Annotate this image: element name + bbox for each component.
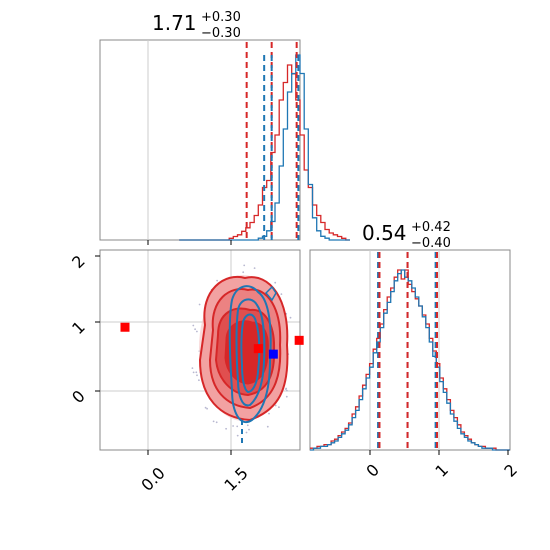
sample-dot bbox=[286, 389, 288, 392]
y-tick-label: 0 bbox=[68, 386, 89, 407]
sample-dot bbox=[274, 281, 277, 284]
panel-hist-param-1 bbox=[99, 39, 350, 245]
sample-dot bbox=[236, 434, 239, 437]
quantile-lines-1 bbox=[245, 42, 300, 240]
sample-dot bbox=[245, 431, 248, 434]
contour-blue-level-3 bbox=[240, 313, 261, 394]
sample-dot bbox=[278, 406, 280, 409]
sample-dot bbox=[216, 279, 219, 282]
sample-dot bbox=[212, 420, 215, 423]
red-hist-step bbox=[179, 64, 350, 241]
x-tick-label: 1.5 bbox=[220, 463, 251, 494]
title-1-minus: −0.30 bbox=[201, 26, 241, 41]
sample-dot bbox=[196, 330, 198, 333]
panel-hist-param-2: 0 1 2 bbox=[309, 249, 521, 481]
series-red-hist-2 bbox=[310, 269, 510, 451]
x-tick-label: 1 bbox=[431, 460, 452, 481]
title-1-main: 1.71 bbox=[152, 11, 197, 35]
series-blue-hist-1 bbox=[179, 54, 350, 241]
contour-blue-level-1 bbox=[228, 285, 272, 423]
sample-dot bbox=[236, 425, 239, 428]
panel-hist-2-frame bbox=[309, 249, 511, 451]
sample-dot bbox=[196, 374, 198, 377]
sample-dot bbox=[194, 328, 197, 331]
contour-blue-island bbox=[264, 285, 277, 302]
sample-dot bbox=[232, 425, 235, 427]
y-tick-label: 1 bbox=[68, 317, 89, 338]
sample-dot bbox=[268, 412, 270, 415]
sample-dot bbox=[206, 407, 209, 410]
blue-hist-step bbox=[310, 269, 510, 451]
sample-dot bbox=[225, 427, 228, 430]
sample-dot bbox=[215, 421, 218, 424]
y-tick-label: 2 bbox=[68, 251, 89, 272]
sample-dot bbox=[204, 406, 207, 409]
title-2-plus: +0.42 bbox=[411, 220, 451, 235]
red-hist-step bbox=[310, 269, 510, 451]
sample-dot bbox=[266, 425, 269, 428]
series-red-hist-1 bbox=[179, 64, 350, 241]
title-param-1: 1.71 +0.30 −0.30 bbox=[152, 10, 241, 41]
blue-hist-step bbox=[179, 54, 350, 241]
sample-dot bbox=[198, 303, 201, 306]
sample-dot bbox=[198, 379, 200, 382]
truth-markers bbox=[120, 322, 304, 359]
sample-dot bbox=[248, 428, 250, 431]
sample-dot bbox=[243, 264, 246, 267]
sample-dot bbox=[191, 367, 194, 369]
sample-dot bbox=[195, 371, 198, 374]
sample-dot bbox=[289, 316, 292, 319]
red-marker bbox=[294, 335, 304, 345]
sample-dot bbox=[274, 404, 277, 407]
title-2-minus: −0.40 bbox=[411, 236, 451, 251]
blue-truth-marker bbox=[268, 349, 278, 359]
title-1-plus: +0.30 bbox=[201, 10, 241, 25]
series-blue-hist-2 bbox=[310, 269, 510, 451]
sample-dot bbox=[192, 371, 195, 374]
contour-blue-level-2 bbox=[235, 298, 266, 407]
red-marker bbox=[253, 344, 263, 354]
sample-dot bbox=[280, 293, 283, 295]
x-tick-label: 0.0 bbox=[137, 463, 168, 494]
x-tick-label: 0 bbox=[362, 460, 383, 481]
sample-dot bbox=[285, 395, 288, 398]
sample-dot bbox=[253, 267, 256, 269]
sample-dot bbox=[192, 324, 195, 327]
sample-dot bbox=[285, 387, 288, 390]
panel-hist-1-frame bbox=[99, 39, 301, 241]
red-truth-marker bbox=[120, 322, 130, 332]
quantile-lines-2 bbox=[377, 252, 439, 450]
panel-2d-contour: 0.0 1.5 2 1 0 bbox=[68, 249, 304, 495]
title-2-main: 0.54 bbox=[362, 221, 407, 245]
sample-dot bbox=[242, 271, 245, 274]
sample-dot bbox=[246, 424, 249, 427]
x-tick-label: 2 bbox=[500, 460, 521, 481]
panel-2d-frame bbox=[99, 249, 301, 451]
title-param-2: 0.54 +0.42 −0.40 bbox=[362, 220, 451, 251]
